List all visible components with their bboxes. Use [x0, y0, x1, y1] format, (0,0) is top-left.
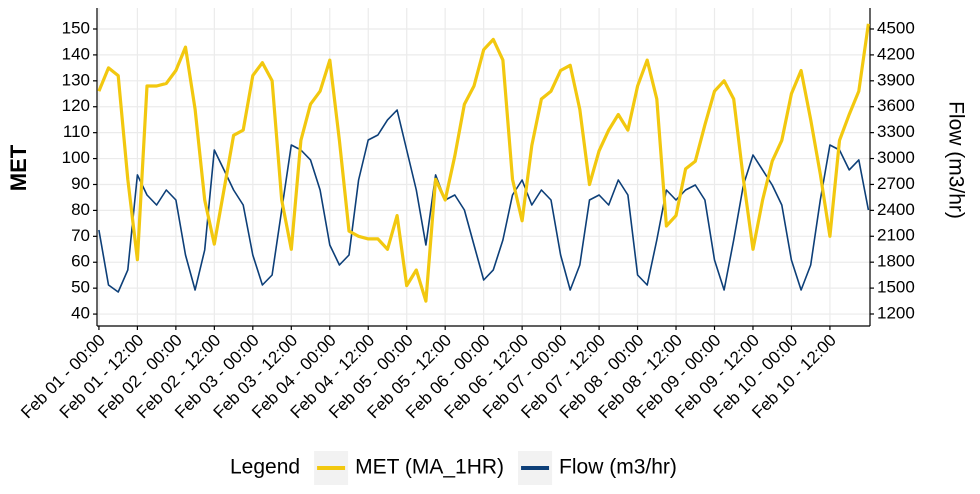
y-tick-label: 90 — [71, 174, 90, 193]
y2-tick-label: 1500 — [877, 278, 915, 297]
y-tick-label: 50 — [71, 278, 90, 297]
y-tick-label: 70 — [71, 226, 90, 245]
y2-tick-label: 3300 — [877, 122, 915, 141]
legend-label: MET (MA_1HR) — [355, 456, 504, 479]
y2-tick-label: 2700 — [877, 174, 915, 193]
y2-tick-label: 3000 — [877, 148, 915, 167]
y-tick-label: 60 — [71, 252, 90, 271]
y-tick-label: 40 — [71, 304, 90, 323]
y-tick-label: 150 — [62, 18, 90, 37]
y2-tick-label: 4200 — [877, 44, 915, 63]
series-line — [97, 23, 870, 303]
y2-tick-label: 2400 — [877, 200, 915, 219]
y-axis-title: MET — [6, 144, 31, 191]
y-tick-label: 130 — [62, 70, 90, 89]
y-tick-label: 140 — [62, 44, 90, 63]
y2-tick-label: 3900 — [877, 70, 915, 89]
y2-tick-label: 4500 — [877, 18, 915, 37]
legend-title: Legend — [230, 456, 300, 479]
y2-tick-label: 3600 — [877, 96, 915, 115]
y2-tick-label: 1800 — [877, 252, 915, 271]
y2-axis-title: Flow (m3/hr) — [944, 101, 967, 219]
y2-tick-label: 1200 — [877, 303, 915, 322]
y-tick-label: 110 — [63, 122, 90, 141]
y2-tick-label: 2100 — [877, 226, 915, 245]
legend-label: Flow (m3/hr) — [559, 456, 677, 479]
y-tick-label: 120 — [62, 96, 90, 115]
y-tick-label: 100 — [62, 148, 90, 167]
y-tick-label: 80 — [71, 200, 90, 219]
